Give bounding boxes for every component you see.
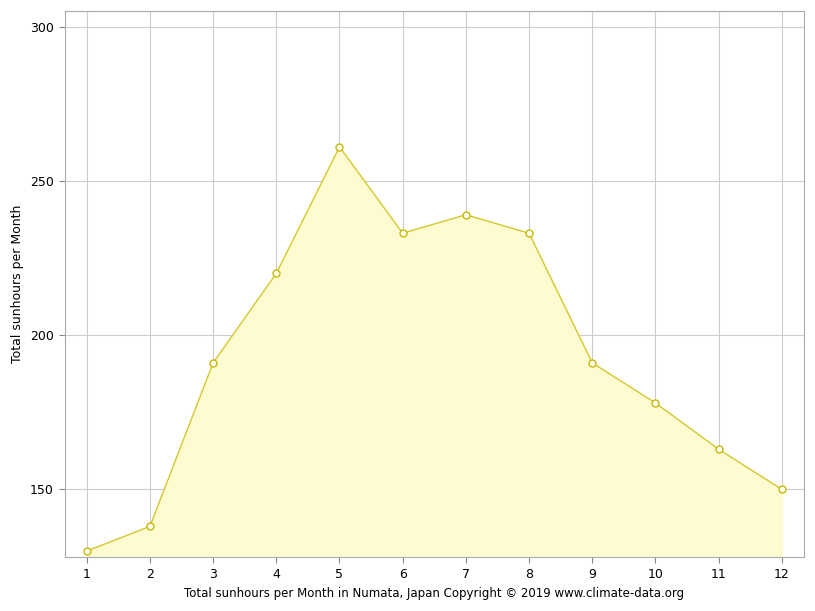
Y-axis label: Total sunhours per Month: Total sunhours per Month <box>11 205 24 364</box>
X-axis label: Total sunhours per Month in Numata, Japan Copyright © 2019 www.climate-data.org: Total sunhours per Month in Numata, Japa… <box>184 587 685 600</box>
